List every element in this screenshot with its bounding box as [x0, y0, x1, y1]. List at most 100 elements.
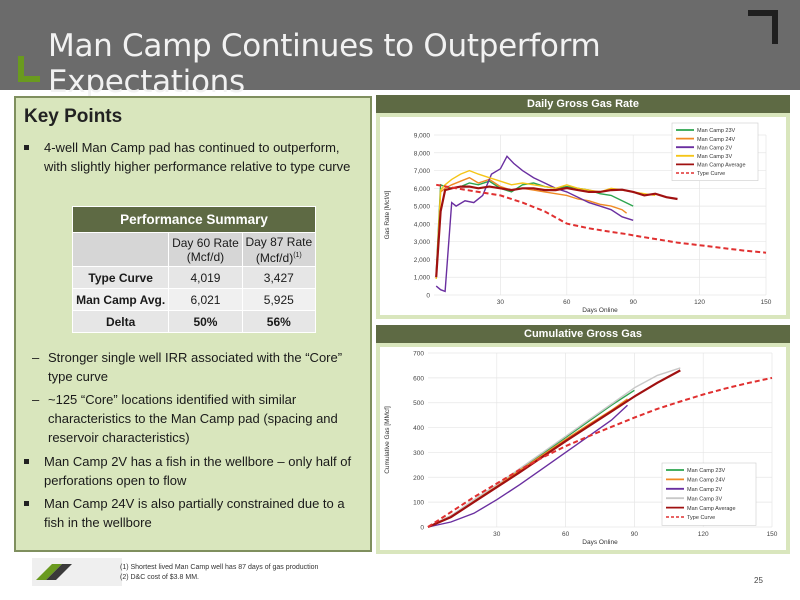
legend-label: Type Curve	[697, 171, 725, 177]
corner-accent-right-leg	[772, 10, 778, 44]
page-number: 25	[754, 576, 763, 585]
y-tick-label: 500	[413, 400, 424, 407]
series-line	[436, 183, 767, 254]
cell-day60: 6,021	[168, 288, 243, 311]
cell-day87: 5,925	[241, 288, 317, 311]
legend-label: Man Camp 3V	[687, 496, 722, 502]
table-header-day87: Day 87 Rate (Mcf/d)(1)	[241, 232, 317, 267]
series-line	[427, 367, 681, 528]
legend-box	[661, 462, 757, 526]
y-tick-label: 2,000	[414, 257, 431, 264]
bullet-text: Man Camp 2V has a fish in the wellbore –…	[44, 454, 352, 488]
series-line	[427, 376, 773, 528]
table-caption: Performance Summary	[72, 206, 316, 233]
row-label: Type Curve	[71, 266, 170, 289]
slide-header: Man Camp Continues to Outperform Expecta…	[0, 0, 800, 100]
footnote-1: (1) Shortest lived Man Camp well has 87 …	[120, 564, 319, 571]
x-tick-label: 90	[630, 299, 638, 306]
legend-label: Man Camp 3V	[697, 154, 732, 160]
corner-accent-left-base	[18, 76, 40, 82]
dash-icon: –	[32, 350, 40, 365]
y-tick-label: 7,000	[414, 168, 431, 175]
sub-bullet-text: ~125 “Core” locations identified with si…	[48, 392, 338, 445]
table-row: Man Camp Avg. 6,021 5,925	[71, 288, 317, 311]
table-header-day60: Day 60 Rate (Mcf/d)	[168, 232, 243, 267]
footnotes: (1) Shortest lived Man Camp well has 87 …	[120, 563, 318, 583]
x-tick-label: 30	[497, 299, 505, 306]
bullet-square-icon	[24, 501, 29, 506]
key-points-panel: Key Points 4-well Man Camp pad has conti…	[14, 96, 372, 552]
y-tick-label: 400	[413, 425, 424, 432]
performance-summary-table: Performance Summary Day 60 Rate (Mcf/d) D…	[71, 206, 317, 333]
y-tick-label: 700	[413, 351, 424, 358]
y-tick-label: 100	[413, 500, 424, 507]
daily-rate-chart-area: 0 1,000 2,000 3,000 4,000 5,000 6,000 7,000 8,00…	[380, 117, 786, 315]
x-axis-label: Days Online	[582, 307, 618, 314]
cell-day60: 50%	[168, 310, 243, 333]
company-logo	[32, 558, 122, 586]
daily-rate-chart: 0 1,000 2,000 3,000 4,000 5,000 6,000 7,000 8,00…	[384, 122, 772, 314]
corner-accent-left	[18, 56, 24, 82]
series-line	[435, 155, 634, 293]
bullet-square-icon	[24, 459, 29, 464]
x-tick-label: 30	[493, 531, 501, 538]
daily-rate-panel: 0 1,000 2,000 3,000 4,000 5,000 6,000 7,000 8,00…	[376, 113, 790, 319]
bullet-item: Man Camp 24V is also partially constrain…	[24, 494, 366, 532]
y-tick-label: 3,000	[414, 239, 431, 246]
y-tick-label: 0	[426, 293, 430, 300]
bullet-text: 4-well Man Camp pad has continued to out…	[44, 140, 351, 174]
dash-icon: –	[32, 392, 40, 407]
corner-accent-right	[748, 10, 778, 16]
sub-bullet-item: – Stronger single well IRR associated wi…	[32, 348, 362, 386]
legend-label: Man Camp 23V	[697, 128, 736, 134]
sub-bullet-item: – ~125 “Core” locations identified with …	[32, 390, 368, 447]
cell-day60: 4,019	[168, 266, 243, 289]
cumulative-panel-header: Cumulative Gross Gas	[376, 325, 790, 343]
cell-day87: 3,427	[241, 266, 317, 289]
bullet-square-icon	[24, 145, 29, 150]
bullet-item: 4-well Man Camp pad has continued to out…	[24, 138, 360, 176]
cumulative-panel: 0 100 200 300 400 500 600 700 30 60 90 120 150 Days O…	[376, 343, 790, 554]
y-tick-label: 300	[413, 450, 424, 457]
table-row: Type Curve 4,019 3,427	[71, 266, 317, 289]
x-tick-label: 60	[562, 531, 570, 538]
table-row: Delta 50% 56%	[71, 310, 317, 333]
x-tick-label: 120	[694, 299, 705, 306]
daily-rate-panel-header: Daily Gross Gas Rate	[376, 95, 790, 113]
sub-bullet-text: Stronger single well IRR associated with…	[48, 350, 343, 384]
legend-label: Man Camp Average	[697, 163, 746, 169]
slide-title: Man Camp Continues to Outperform Expecta…	[48, 28, 601, 100]
y-tick-label: 4,000	[414, 221, 431, 228]
series-line	[427, 404, 628, 528]
x-axis-label: Days Online	[582, 539, 618, 546]
samson-logo-icon	[36, 564, 72, 580]
x-tick-label: 120	[698, 531, 709, 538]
y-axis-label: Cumulative Gas [MMcf]	[384, 406, 391, 474]
y-tick-label: 600	[413, 375, 424, 382]
cumulative-chart-area: 0 100 200 300 400 500 600 700 30 60 90 120 150 Days O…	[380, 347, 786, 550]
key-points-title: Key Points	[24, 106, 123, 127]
legend-label: Man Camp 23V	[687, 468, 726, 474]
bullet-item: Man Camp 2V has a fish in the wellbore –…	[24, 452, 366, 490]
footnote-2: (2) D&C cost of $3.8 MM.	[120, 574, 199, 581]
x-tick-label: 90	[631, 531, 639, 538]
y-tick-label: 200	[413, 475, 424, 482]
y-tick-label: 1,000	[414, 275, 431, 282]
y-tick-label: 9,000	[414, 133, 431, 140]
cell-day87: 56%	[241, 310, 317, 333]
series-line	[427, 389, 635, 528]
legend-label: Man Camp Average	[687, 506, 736, 512]
legend-label: Man Camp 2V	[697, 145, 732, 151]
y-tick-label: 0	[420, 525, 424, 532]
legend-label: Man Camp 2V	[687, 487, 722, 493]
y-tick-label: 6,000	[414, 186, 431, 193]
y-tick-label: 8,000	[414, 150, 431, 157]
legend-label: Type Curve	[687, 515, 715, 521]
series-line	[435, 185, 678, 278]
legend-box	[671, 122, 759, 181]
x-tick-label: 60	[563, 299, 571, 306]
y-tick-label: 5,000	[414, 204, 431, 211]
row-label: Delta	[71, 310, 170, 333]
row-label: Man Camp Avg.	[71, 288, 170, 311]
cumulative-chart: 0 100 200 300 400 500 600 700 30 60 90 120 150 Days O…	[384, 351, 778, 547]
